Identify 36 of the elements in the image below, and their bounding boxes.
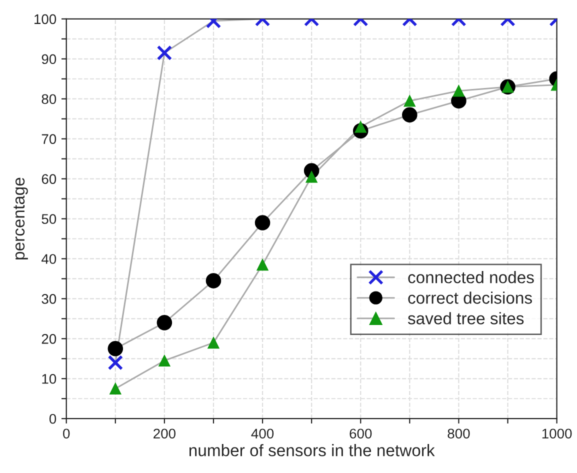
x-tick-label: 200	[154, 428, 176, 439]
y-tick-label: 0	[49, 414, 56, 424]
point	[156, 315, 172, 330]
point	[108, 341, 124, 356]
y-tick-label: 10	[42, 374, 56, 384]
x-axis-title: number of sensors in the network	[189, 444, 435, 456]
y-tick-label: 40	[42, 254, 56, 264]
x-tick-label: 1000	[542, 428, 572, 439]
point	[404, 94, 416, 107]
y-tick-label: 60	[42, 174, 56, 184]
point	[254, 215, 270, 230]
point	[354, 120, 367, 133]
y-tick-label: 50	[42, 214, 56, 224]
x-tick-label: 400	[251, 428, 274, 439]
point	[256, 258, 268, 271]
y-tick-label: 30	[42, 294, 56, 304]
point	[108, 355, 124, 370]
y-axis-title: percentage	[14, 178, 28, 260]
legend-label: saved tree sites	[408, 312, 524, 324]
y-tick-label: 70	[42, 134, 56, 144]
legend-label: connected nodes	[408, 271, 534, 284]
y-tick-label: 80	[42, 94, 56, 104]
point	[206, 273, 222, 288]
point	[158, 354, 170, 367]
point	[402, 107, 418, 122]
point	[156, 45, 172, 61]
x-tick-label: 800	[448, 428, 470, 439]
point	[208, 336, 220, 349]
y-tick-label: 100	[34, 14, 56, 24]
point	[109, 382, 122, 395]
x-tick-label: 600	[350, 428, 372, 439]
x-tick-label: 0	[63, 428, 70, 439]
y-tick-label: 90	[42, 54, 56, 64]
y-tick-label: 20	[42, 334, 56, 344]
point	[452, 84, 465, 97]
legend-label: correct decisions	[408, 292, 532, 304]
